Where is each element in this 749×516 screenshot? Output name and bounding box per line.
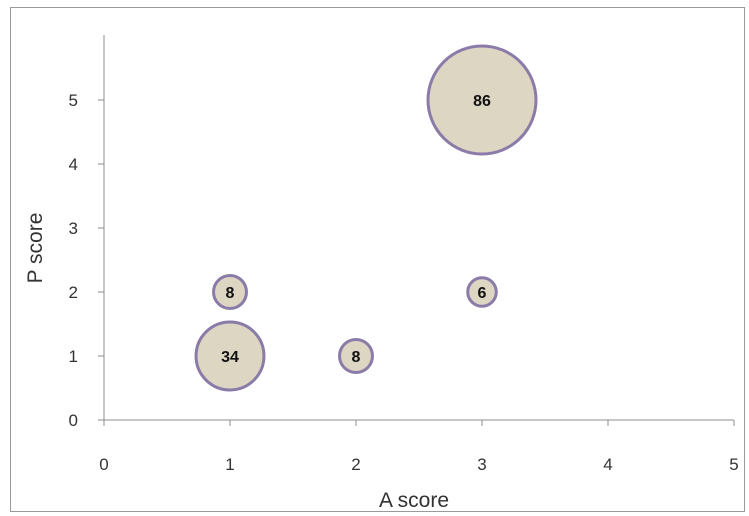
bubble [194,320,266,392]
y-tick-label: 0 [69,411,78,430]
y-tick-label: 2 [69,283,78,302]
x-tick-label: 1 [225,455,234,474]
y-tick-label: 1 [69,347,78,366]
bubble [466,276,498,308]
bubble-label: 8 [352,349,361,366]
y-tick-label: 5 [69,91,78,110]
chart-frame [10,7,745,512]
x-tick-label: 3 [477,455,486,474]
y-axis-title: P score [24,213,47,284]
x-tick-label: 0 [99,455,108,474]
y-tick-label: 3 [69,219,78,238]
x-tick-label: 5 [729,455,738,474]
x-axis-title: A score [379,489,449,512]
bubble [426,44,538,156]
bubble-label: 86 [473,93,491,110]
bubble [338,338,374,374]
y-tick-label: 4 [69,155,78,174]
bubble-label: 34 [221,349,239,366]
bubble-label: 8 [226,285,235,302]
bubble-label: 6 [478,285,487,302]
x-tick-label: 2 [351,455,360,474]
x-tick-label: 4 [603,455,612,474]
bubble [212,274,248,310]
